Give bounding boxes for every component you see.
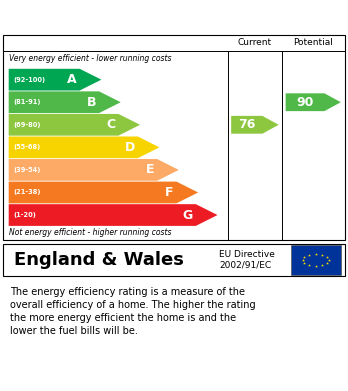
Text: G: G [183,208,193,222]
Bar [291,245,341,275]
Text: C: C [106,118,116,131]
Text: (21-38): (21-38) [13,190,40,196]
Text: 76: 76 [238,118,255,131]
Text: (55-68): (55-68) [13,144,40,151]
Text: EU Directive
2002/91/EC: EU Directive 2002/91/EC [219,250,275,270]
Text: The energy efficiency rating is a measure of the
overall efficiency of a home. T: The energy efficiency rating is a measur… [10,287,256,336]
Text: England & Wales: England & Wales [14,251,184,269]
Text: D: D [125,141,135,154]
Text: (1-20): (1-20) [13,212,36,218]
Polygon shape [9,159,179,181]
Text: Not energy efficient - higher running costs: Not energy efficient - higher running co… [9,228,171,237]
Text: (81-91): (81-91) [13,99,40,105]
Polygon shape [9,181,198,203]
Polygon shape [286,93,341,111]
Polygon shape [9,136,159,158]
Text: Very energy efficient - lower running costs: Very energy efficient - lower running co… [9,54,171,63]
Text: F: F [165,186,174,199]
Text: (92-100): (92-100) [13,77,45,83]
Text: B: B [87,96,96,109]
Text: Current: Current [238,38,272,47]
Polygon shape [9,69,101,91]
Text: Energy Efficiency Rating: Energy Efficiency Rating [9,9,219,24]
Text: E: E [146,163,154,176]
Polygon shape [9,204,217,226]
Polygon shape [9,91,121,113]
Text: (69-80): (69-80) [13,122,40,128]
Text: Potential: Potential [293,38,333,47]
Text: A: A [67,73,77,86]
Text: (39-54): (39-54) [13,167,40,173]
Polygon shape [9,114,140,136]
Text: 90: 90 [296,96,314,109]
Polygon shape [231,116,279,134]
